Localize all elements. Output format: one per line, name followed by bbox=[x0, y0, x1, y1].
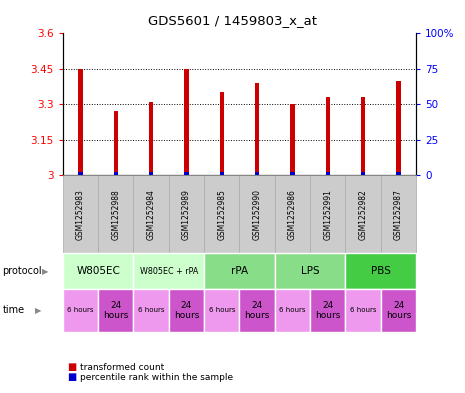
Bar bbox=[275, 175, 310, 253]
Bar bbox=[133, 175, 169, 253]
Bar bbox=[361, 172, 365, 175]
Bar bbox=[326, 97, 330, 175]
Bar bbox=[239, 289, 275, 332]
Text: GSM1252991: GSM1252991 bbox=[323, 189, 332, 240]
Bar bbox=[63, 289, 98, 332]
Text: LPS: LPS bbox=[301, 266, 319, 276]
Bar bbox=[361, 97, 365, 175]
Text: GSM1252984: GSM1252984 bbox=[146, 189, 156, 240]
Text: GSM1252982: GSM1252982 bbox=[359, 189, 368, 240]
Bar bbox=[98, 289, 133, 332]
Bar bbox=[184, 69, 189, 175]
Bar bbox=[149, 102, 153, 175]
Text: ■: ■ bbox=[67, 362, 77, 373]
Text: protocol: protocol bbox=[2, 266, 42, 276]
Bar bbox=[98, 175, 133, 253]
Bar bbox=[381, 289, 416, 332]
Bar bbox=[396, 81, 401, 175]
Bar bbox=[113, 172, 118, 175]
Bar bbox=[78, 69, 83, 175]
Text: W805EC: W805EC bbox=[76, 266, 120, 276]
Text: GSM1252988: GSM1252988 bbox=[111, 189, 120, 240]
Text: GSM1252989: GSM1252989 bbox=[182, 189, 191, 240]
Bar bbox=[310, 289, 345, 332]
Text: 6 hours: 6 hours bbox=[67, 307, 93, 314]
Bar bbox=[345, 253, 416, 289]
Text: 6 hours: 6 hours bbox=[138, 307, 164, 314]
Bar bbox=[326, 172, 330, 175]
Bar bbox=[204, 289, 239, 332]
Text: W805EC + rPA: W805EC + rPA bbox=[140, 267, 198, 275]
Bar bbox=[63, 253, 133, 289]
Bar bbox=[78, 172, 83, 175]
Bar bbox=[219, 92, 224, 175]
Text: GDS5601 / 1459803_x_at: GDS5601 / 1459803_x_at bbox=[148, 14, 317, 27]
Bar bbox=[396, 172, 401, 175]
Bar bbox=[204, 253, 275, 289]
Text: 24
hours: 24 hours bbox=[315, 301, 340, 320]
Text: 24
hours: 24 hours bbox=[245, 301, 270, 320]
Text: 6 hours: 6 hours bbox=[209, 307, 235, 314]
Text: 6 hours: 6 hours bbox=[350, 307, 376, 314]
Text: ■: ■ bbox=[67, 372, 77, 382]
Text: 24
hours: 24 hours bbox=[174, 301, 199, 320]
Bar bbox=[133, 289, 169, 332]
Bar bbox=[275, 253, 345, 289]
Bar bbox=[169, 289, 204, 332]
Bar bbox=[345, 289, 381, 332]
Text: 6 hours: 6 hours bbox=[279, 307, 306, 314]
Bar bbox=[63, 175, 98, 253]
Text: 24
hours: 24 hours bbox=[103, 301, 128, 320]
Bar bbox=[255, 83, 259, 175]
Bar bbox=[169, 175, 204, 253]
Text: time: time bbox=[2, 305, 25, 316]
Text: GSM1252983: GSM1252983 bbox=[76, 189, 85, 240]
Text: 24
hours: 24 hours bbox=[386, 301, 411, 320]
Bar bbox=[204, 175, 239, 253]
Text: GSM1252990: GSM1252990 bbox=[252, 189, 262, 240]
Text: ▶: ▶ bbox=[42, 267, 48, 275]
Text: percentile rank within the sample: percentile rank within the sample bbox=[80, 373, 233, 382]
Bar bbox=[149, 172, 153, 175]
Text: GSM1252985: GSM1252985 bbox=[217, 189, 226, 240]
Text: GSM1252986: GSM1252986 bbox=[288, 189, 297, 240]
Bar bbox=[219, 172, 224, 175]
Text: rPA: rPA bbox=[231, 266, 248, 276]
Bar bbox=[310, 175, 345, 253]
Bar bbox=[345, 175, 381, 253]
Text: ▶: ▶ bbox=[35, 306, 42, 315]
Bar bbox=[133, 253, 204, 289]
Bar bbox=[255, 172, 259, 175]
Text: GSM1252987: GSM1252987 bbox=[394, 189, 403, 240]
Bar bbox=[275, 289, 310, 332]
Bar bbox=[381, 175, 416, 253]
Text: PBS: PBS bbox=[371, 266, 391, 276]
Bar bbox=[290, 172, 295, 175]
Bar bbox=[239, 175, 275, 253]
Bar bbox=[113, 111, 118, 175]
Bar bbox=[184, 172, 189, 175]
Text: transformed count: transformed count bbox=[80, 363, 165, 372]
Bar bbox=[290, 104, 295, 175]
